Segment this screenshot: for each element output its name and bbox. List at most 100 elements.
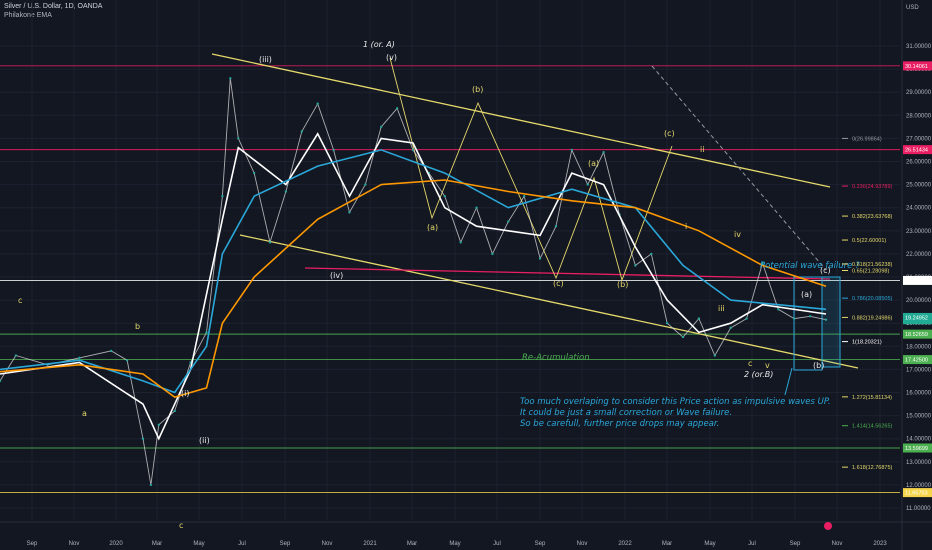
time-tick-label: Nov — [577, 541, 588, 547]
price-box — [903, 61, 932, 71]
price-axis: 31.0000030.0000029.0000028.0000027.00000… — [901, 0, 932, 550]
time-tick-label: Mar — [152, 541, 162, 547]
price-point — [443, 194, 446, 198]
wave-label-c_small_1: c — [18, 296, 22, 305]
price-point — [824, 318, 828, 321]
price-point — [109, 349, 113, 353]
price-tick-label: 11.00000 — [906, 506, 931, 512]
price-point — [602, 151, 605, 154]
price-tick-label: 12.00000 — [906, 483, 932, 489]
price-point — [173, 409, 176, 413]
series-layer — [0, 77, 828, 487]
time-tick-label: Sep — [280, 541, 291, 547]
price-box — [903, 329, 932, 339]
time-tick-label: Nov — [322, 541, 333, 547]
price-box — [903, 488, 932, 498]
price-tick-label: 26.00000 — [906, 160, 932, 166]
wave-label-c_paren_2: (c) — [664, 129, 675, 138]
price-tick-label: 31.00000 — [906, 44, 932, 50]
fib-label: 0.382(23.63768) — [852, 214, 893, 220]
price-point — [14, 354, 18, 357]
price-point — [713, 354, 717, 357]
price-box — [903, 145, 932, 155]
price-point — [586, 183, 589, 186]
wave-label-a_paren_2: (a) — [588, 159, 599, 168]
price-point — [681, 335, 685, 339]
wave-label-ii_small: ii — [700, 145, 704, 154]
fib-label: 1.618(12.76875) — [852, 465, 893, 471]
wave-label-a_small: a — [82, 409, 87, 418]
price-point — [268, 241, 272, 244]
reaccumulation-label: Re-Acumulation — [522, 353, 590, 363]
fib-label: 1.414(14.56265) — [852, 424, 893, 430]
wave-label-iii_small: iii — [718, 304, 725, 313]
note-line-3: So be carefull, further price drops may … — [520, 419, 719, 429]
note-line-1: Too much overlaping to consider this Pri… — [520, 397, 831, 407]
price-tick-label: 17.00000 — [906, 367, 932, 373]
fib-label: 1.272(15.81134) — [852, 395, 892, 401]
time-tick-label: 2023 — [873, 541, 887, 547]
price-tick-label: 29.00000 — [906, 90, 932, 96]
fib-levels: 0(26.99864) 0.236(24.93789) 0.382(23.63768… — [842, 136, 893, 471]
wave-label-c_paren_1: (c) — [553, 279, 564, 288]
price-point — [475, 206, 478, 209]
wave-label-b_paren_3: (b) — [813, 361, 824, 370]
wave-label-a_paren_3: (a) — [801, 290, 812, 299]
price-point — [507, 220, 510, 223]
price-box-label: 13.59699 — [905, 446, 928, 452]
price-point — [332, 148, 335, 152]
note-line-2: It could be just a small correction or W… — [520, 408, 732, 418]
time-tick-label: 2022 — [618, 541, 632, 547]
price-point — [745, 317, 748, 320]
fib-label: 0.786(20.08505) — [852, 296, 893, 302]
fib-label: 0.65(21.28098) — [852, 269, 889, 275]
price-point — [697, 317, 701, 320]
wave-label-a_paren_1: (a) — [427, 223, 438, 232]
price-box — [903, 443, 932, 453]
wave-label-c_small_2: c — [179, 521, 183, 530]
price-point — [459, 241, 462, 244]
wave-label-iv: (iv) — [330, 271, 343, 280]
price-point — [650, 252, 653, 256]
price-point — [316, 102, 319, 105]
arrow-line — [784, 367, 793, 396]
price-point — [221, 194, 224, 198]
time-axis: Sep Nov 2020 Mar May Jul Sep Nov 2021 Mar May Jul Se… — [0, 521, 932, 547]
wave-label-b_paren_1: (b) — [472, 85, 483, 94]
time-tick-label: Sep — [790, 541, 801, 547]
wave-label-iv_small: iv — [734, 230, 741, 239]
price-tick-label: 20.00000 — [906, 298, 932, 304]
time-tick-label: May — [704, 541, 715, 547]
lower-trendline — [239, 234, 859, 369]
time-tick-label: Nov — [69, 541, 80, 547]
series-line — [0, 132, 827, 441]
price-point — [793, 317, 796, 320]
wave-label-b_small: b — [135, 322, 140, 331]
price-box-label: 30.14061 — [905, 64, 928, 70]
potential-failure-label: Potential wave failure ? — [760, 261, 860, 271]
time-tick-label: May — [449, 541, 460, 547]
series-line — [0, 179, 827, 398]
wave-labels: 1 (or. A) 2 (or.B) (iii) (iv) (v) (i) (ii) (a) (… — [18, 40, 860, 530]
price-point — [761, 261, 764, 265]
fib-label: 0.5(22.60001) — [852, 238, 886, 244]
wave-label-c_paren_3: (c) — [820, 266, 831, 275]
wave-label-b_paren_2: (b) — [617, 280, 628, 289]
price-point — [125, 358, 129, 362]
price-box-label: 18.52659 — [905, 332, 928, 338]
fib-label: 0(26.99864) — [852, 136, 882, 142]
price-point — [205, 331, 208, 334]
wave-label-i_small: i — [685, 222, 687, 231]
price-point — [570, 148, 574, 152]
price-box — [903, 275, 932, 285]
price-point — [395, 107, 399, 110]
wave-label-v_small: v — [765, 361, 770, 370]
wave-path — [389, 57, 673, 282]
dashed-trendline — [651, 65, 827, 271]
price-point — [149, 483, 153, 487]
price-point — [229, 77, 232, 80]
series-line — [0, 78, 827, 485]
price-tick-label: 14.00000 — [906, 437, 932, 443]
fib-label: 0.882(19.24986) — [852, 315, 893, 321]
